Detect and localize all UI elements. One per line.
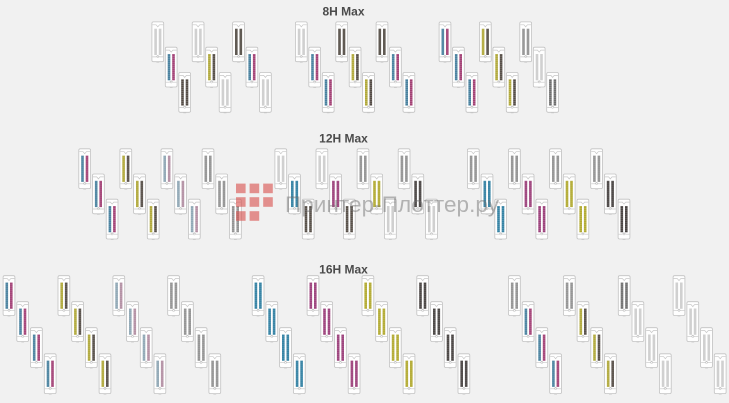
svg-text:8H Max: 8H Max — [322, 5, 364, 19]
svg-text:16H Max: 16H Max — [319, 262, 368, 276]
svg-text:Принтер-Плоттер.ру: Принтер-Плоттер.ру — [285, 192, 500, 217]
svg-text:12H Max: 12H Max — [319, 131, 368, 145]
